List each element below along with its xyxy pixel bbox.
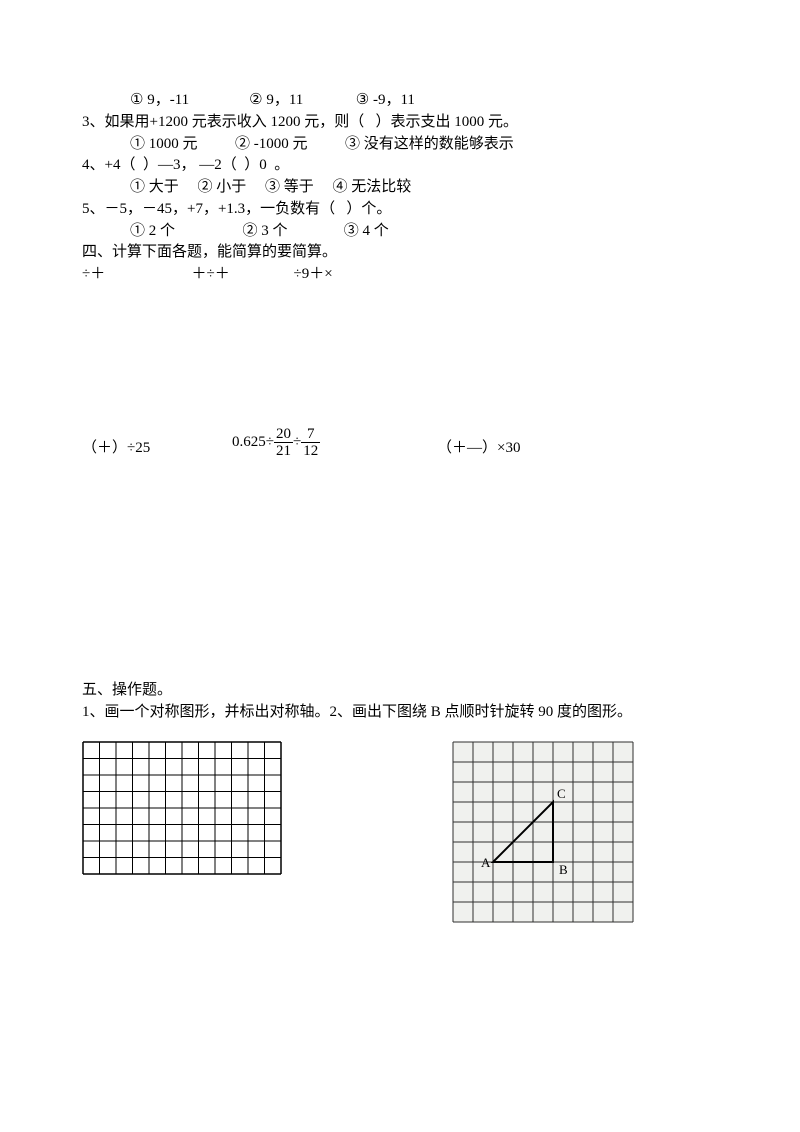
section5-text: 1、画一个对称图形，并标出对称轴。2、画出下图绕 B 点顺时针旋转 90 度的图… (82, 702, 718, 724)
calc-b: 0.625÷ 2021 ÷ 712 (232, 426, 437, 460)
q5-options: ① 2 个 ② 3 个 ③ 4 个 (82, 221, 718, 243)
q3-text: 3、如果用+1200 元表示收入 1200 元，则（ ）表示支出 1000 元。 (82, 112, 718, 134)
fraction-1: 2021 (274, 426, 293, 460)
label-b: B (559, 862, 568, 877)
q2-options: ① 9，-11 ② 9，11 ③ -9，11 (82, 90, 718, 112)
label-c: C (557, 786, 566, 801)
q4-text: 4、+4（ ）—3， —2（ ）0 。 (82, 155, 718, 177)
q5-text: 5、－5，－45，+7，+1.3，一负数有（ ）个。 (82, 199, 718, 221)
grid-2-container: A B C (452, 741, 634, 923)
section4-row1: ÷＋ ＋÷＋ ÷9＋× (82, 264, 718, 286)
q3-options: ① 1000 元 ② -1000 元 ③ 没有这样的数能够表示 (82, 134, 718, 156)
calc-a: （＋）÷25 (82, 438, 232, 460)
grid-1 (82, 741, 282, 875)
label-a: A (481, 855, 491, 870)
grid-1-container (82, 741, 282, 923)
grid-2: A B C (452, 741, 634, 923)
q4-options: ① 大于 ② 小于 ③ 等于 ④ 无法比较 (82, 177, 718, 199)
section5-title: 五、操作题。 (82, 680, 718, 702)
fraction-2: 712 (301, 426, 320, 460)
section4-row2: （＋）÷25 0.625÷ 2021 ÷ 712 （＋—）×30 (82, 426, 718, 460)
calc-c: （＋—）×30 (437, 438, 718, 460)
section4-title: 四、计算下面各题，能简算的要简算。 (82, 242, 718, 264)
